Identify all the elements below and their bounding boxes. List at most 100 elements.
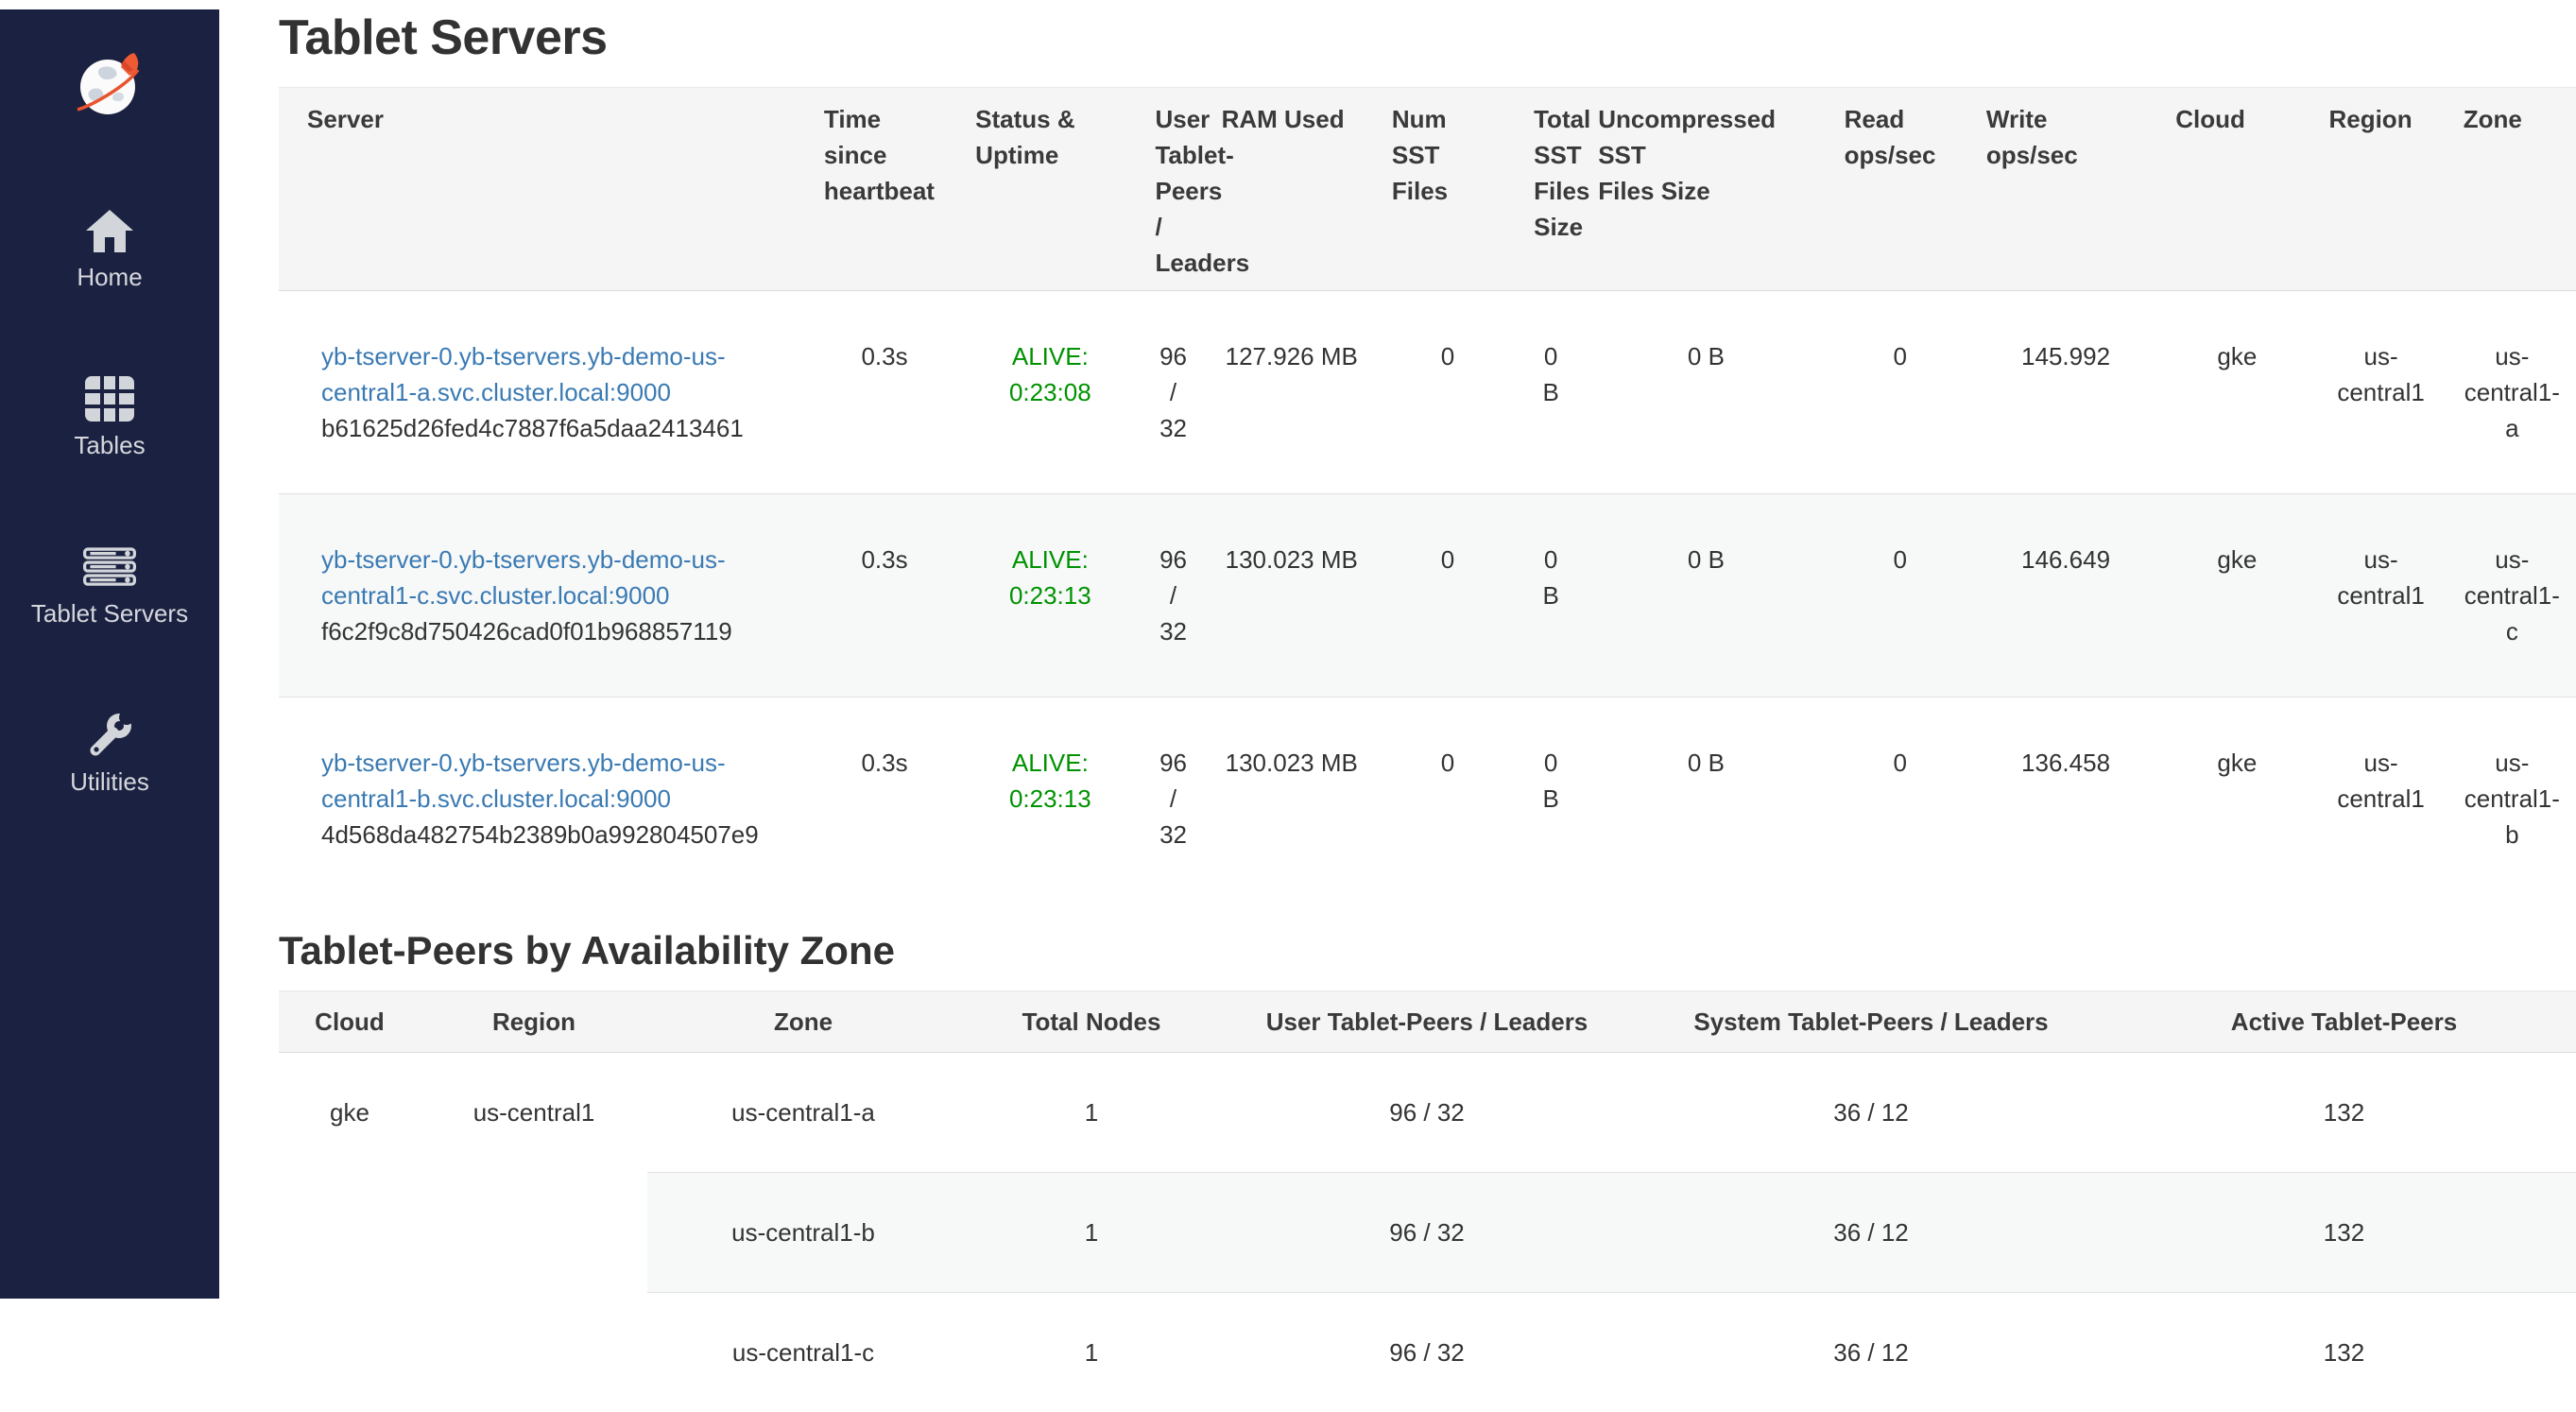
- tablet-servers-table: Server Time since heartbeat Status & Upt…: [279, 87, 2576, 900]
- sidebar-item-home[interactable]: Home: [77, 206, 142, 291]
- total-nodes-cell: 1: [959, 1173, 1224, 1293]
- zone-cell: us-central1-c: [647, 1293, 959, 1412]
- col-zone: Zone: [647, 991, 959, 1053]
- region-cell: us-central1: [421, 1053, 647, 1412]
- region-cell: us-central1: [2313, 494, 2447, 697]
- table-row: yb-tserver-0.yb-tservers.yb-demo-us-cent…: [279, 697, 2576, 901]
- table-row: yb-tserver-0.yb-tservers.yb-demo-us-cent…: [279, 291, 2576, 494]
- server-link[interactable]: yb-tserver-0.yb-tservers.yb-demo-us-cent…: [321, 749, 726, 813]
- cloud-cell: gke: [2160, 494, 2313, 697]
- col-server: Server: [279, 88, 809, 291]
- col-read-ops: Read ops/sec: [1829, 88, 1971, 291]
- server-cell: yb-tserver-0.yb-tservers.yb-demo-us-cent…: [279, 291, 809, 494]
- zone-cell: us-central1-b: [2448, 697, 2576, 901]
- user-tablet-peers-cell: 96 / 32: [1224, 1173, 1630, 1293]
- sidebar-item-label: Tablet Servers: [31, 599, 188, 628]
- user-tablet-peers-cell: 96 / 32: [1224, 1293, 1630, 1412]
- read-ops-cell: 0: [1829, 291, 1971, 494]
- main-content: Tablet Servers Server Time since heartbe…: [219, 9, 2576, 1412]
- sidebar-item-tablet-servers[interactable]: Tablet Servers: [31, 542, 188, 628]
- num-sst-cell: 0: [1377, 697, 1519, 901]
- home-icon: [83, 206, 136, 255]
- user-tablet-peers-cell: 96 / 32: [1224, 1053, 1630, 1173]
- cloud-cell: gke: [2160, 291, 2313, 494]
- col-user-tablet-peers: User Tablet- Peers / Leaders: [1140, 88, 1206, 291]
- total-sst-cell: 0 B: [1519, 291, 1583, 494]
- active-tablet-peers-cell: 132: [2112, 1053, 2576, 1173]
- status-cell: ALIVE: 0:23:08: [960, 291, 1140, 494]
- col-zone: Zone: [2448, 88, 2576, 291]
- col-num-sst: Num SST Files: [1377, 88, 1519, 291]
- num-sst-cell: 0: [1377, 291, 1519, 494]
- zone-cell: us-central1-a: [2448, 291, 2576, 494]
- read-ops-cell: 0: [1829, 697, 1971, 901]
- user-tablet-peers-cell: 96 / 32: [1140, 697, 1206, 901]
- num-sst-cell: 0: [1377, 494, 1519, 697]
- uncompressed-sst-cell: 0 B: [1583, 291, 1829, 494]
- col-write-ops: Write ops/sec: [1971, 88, 2160, 291]
- table-row: yb-tserver-0.yb-tservers.yb-demo-us-cent…: [279, 494, 2576, 697]
- heartbeat-cell: 0.3s: [809, 494, 960, 697]
- col-active-tablet-peers: Active Tablet-Peers: [2112, 991, 2576, 1053]
- server-link[interactable]: yb-tserver-0.yb-tservers.yb-demo-us-cent…: [321, 342, 726, 406]
- region-cell: us-central1: [2313, 291, 2447, 494]
- col-total-nodes: Total Nodes: [959, 991, 1224, 1053]
- server-uuid: b61625d26fed4c7887f6a5daa2413461: [321, 410, 794, 446]
- status-cell: ALIVE: 0:23:13: [960, 494, 1140, 697]
- col-cloud: Cloud: [2160, 88, 2313, 291]
- table-row: gke us-central1 us-central1-a 1 96 / 32 …: [279, 1053, 2576, 1173]
- server-link[interactable]: yb-tserver-0.yb-tservers.yb-demo-us-cent…: [321, 545, 726, 610]
- sidebar-item-tables[interactable]: Tables: [74, 374, 145, 459]
- col-status: Status & Uptime: [960, 88, 1140, 291]
- user-tablet-peers-cell: 96 / 32: [1140, 494, 1206, 697]
- server-cell: yb-tserver-0.yb-tservers.yb-demo-us-cent…: [279, 494, 809, 697]
- ram-cell: 130.023 MB: [1207, 494, 1377, 697]
- total-nodes-cell: 1: [959, 1293, 1224, 1412]
- sidebar-item-label: Tables: [74, 431, 145, 459]
- active-tablet-peers-cell: 132: [2112, 1293, 2576, 1412]
- total-sst-cell: 0 B: [1519, 494, 1583, 697]
- region-cell: us-central1: [2313, 697, 2447, 901]
- yugabyte-logo[interactable]: [72, 47, 147, 123]
- tablet-peers-by-az-table: Cloud Region Zone Total Nodes User Table…: [279, 990, 2576, 1412]
- uncompressed-sst-cell: 0 B: [1583, 697, 1829, 901]
- write-ops-cell: 145.992: [1971, 291, 2160, 494]
- uncompressed-sst-cell: 0 B: [1583, 494, 1829, 697]
- system-tablet-peers-cell: 36 / 12: [1630, 1293, 2112, 1412]
- table-header-row: Cloud Region Zone Total Nodes User Table…: [279, 991, 2576, 1053]
- col-cloud: Cloud: [279, 991, 421, 1053]
- zone-cell: us-central1-c: [2448, 494, 2576, 697]
- server-uuid: f6c2f9c8d750426cad0f01b968857119: [321, 613, 794, 649]
- system-tablet-peers-cell: 36 / 12: [1630, 1173, 2112, 1293]
- zone-cell: us-central1-a: [647, 1053, 959, 1173]
- ram-cell: 127.926 MB: [1207, 291, 1377, 494]
- server-uuid: 4d568da482754b2389b0a992804507e9: [321, 817, 794, 852]
- total-nodes-cell: 1: [959, 1053, 1224, 1173]
- col-total-sst: Total SST Files Size: [1519, 88, 1583, 291]
- col-user-tablet-peers: User Tablet-Peers / Leaders: [1224, 991, 1630, 1053]
- sidebar: Home Tables: [0, 9, 219, 1299]
- col-region: Region: [2313, 88, 2447, 291]
- server-cell: yb-tserver-0.yb-tservers.yb-demo-us-cent…: [279, 697, 809, 901]
- read-ops-cell: 0: [1829, 494, 1971, 697]
- ram-cell: 130.023 MB: [1207, 697, 1377, 901]
- page-title: Tablet Servers: [279, 9, 2576, 66]
- write-ops-cell: 136.458: [1971, 697, 2160, 901]
- zone-cell: us-central1-b: [647, 1173, 959, 1293]
- tables-icon: [83, 374, 136, 423]
- write-ops-cell: 146.649: [1971, 494, 2160, 697]
- status-cell: ALIVE: 0:23:13: [960, 697, 1140, 901]
- total-sst-cell: 0 B: [1519, 697, 1583, 901]
- col-system-tablet-peers: System Tablet-Peers / Leaders: [1630, 991, 2112, 1053]
- utilities-icon: [83, 711, 136, 760]
- cloud-cell: gke: [279, 1053, 421, 1412]
- sidebar-item-label: Home: [77, 263, 142, 291]
- col-region: Region: [421, 991, 647, 1053]
- active-tablet-peers-cell: 132: [2112, 1173, 2576, 1293]
- user-tablet-peers-cell: 96 / 32: [1140, 291, 1206, 494]
- az-section-title: Tablet-Peers by Availability Zone: [279, 928, 2576, 973]
- system-tablet-peers-cell: 36 / 12: [1630, 1053, 2112, 1173]
- sidebar-item-utilities[interactable]: Utilities: [70, 711, 149, 796]
- col-heartbeat: Time since heartbeat: [809, 88, 960, 291]
- heartbeat-cell: 0.3s: [809, 291, 960, 494]
